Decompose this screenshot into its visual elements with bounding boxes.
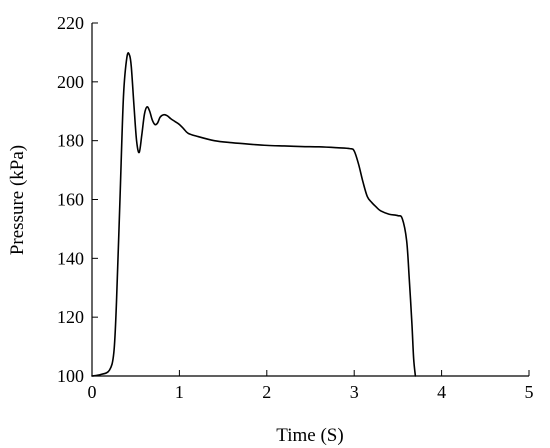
plot-frame	[92, 23, 529, 376]
y-tick-label: 100	[57, 366, 84, 386]
y-tick-label: 140	[57, 248, 84, 268]
x-axis-title: Time (S)	[276, 425, 343, 446]
x-tick-label: 1	[175, 382, 184, 402]
x-tick-label: 2	[262, 382, 271, 402]
y-tick-label: 200	[57, 72, 84, 92]
y-tick-label: 180	[57, 131, 84, 151]
x-tick-label: 5	[525, 382, 534, 402]
y-axis-title: Pressure (kPa)	[7, 145, 28, 255]
x-axis-ticks: 0 1 2 3 4 5	[88, 370, 534, 402]
pressure-series-line	[91, 52, 417, 377]
y-tick-label: 120	[57, 307, 84, 327]
x-tick-label: 4	[437, 382, 446, 402]
x-tick-label: 3	[350, 382, 359, 402]
y-axis-ticks: 100 120 140 160 180 200 220	[57, 13, 98, 386]
x-tick-label: 0	[88, 382, 97, 402]
y-tick-label: 220	[57, 13, 84, 33]
y-tick-label: 160	[57, 190, 84, 210]
plot-area	[91, 23, 529, 377]
